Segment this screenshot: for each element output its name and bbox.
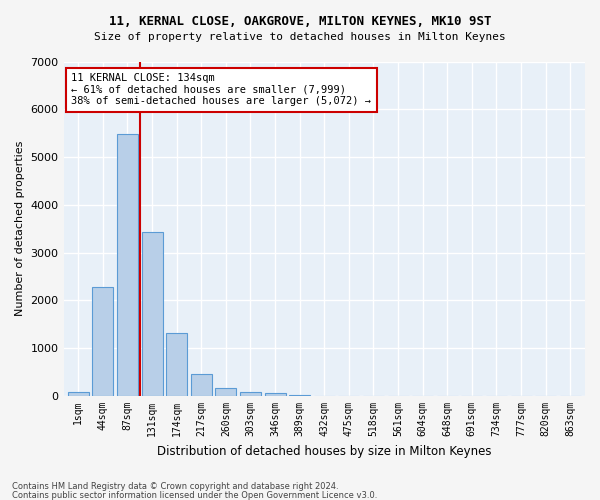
Bar — [215, 388, 236, 396]
Bar — [240, 392, 261, 396]
Bar — [289, 394, 310, 396]
Bar — [142, 232, 163, 396]
Text: 11, KERNAL CLOSE, OAKGROVE, MILTON KEYNES, MK10 9ST: 11, KERNAL CLOSE, OAKGROVE, MILTON KEYNE… — [109, 15, 491, 28]
Text: Size of property relative to detached houses in Milton Keynes: Size of property relative to detached ho… — [94, 32, 506, 42]
Text: 11 KERNAL CLOSE: 134sqm
← 61% of detached houses are smaller (7,999)
38% of semi: 11 KERNAL CLOSE: 134sqm ← 61% of detache… — [71, 73, 371, 106]
Bar — [92, 287, 113, 396]
Text: Contains public sector information licensed under the Open Government Licence v3: Contains public sector information licen… — [12, 490, 377, 500]
Text: Contains HM Land Registry data © Crown copyright and database right 2024.: Contains HM Land Registry data © Crown c… — [12, 482, 338, 491]
X-axis label: Distribution of detached houses by size in Milton Keynes: Distribution of detached houses by size … — [157, 444, 491, 458]
Bar — [265, 393, 286, 396]
Bar — [166, 334, 187, 396]
Bar — [117, 134, 138, 396]
Bar — [191, 374, 212, 396]
Bar — [68, 392, 89, 396]
Y-axis label: Number of detached properties: Number of detached properties — [15, 141, 25, 316]
